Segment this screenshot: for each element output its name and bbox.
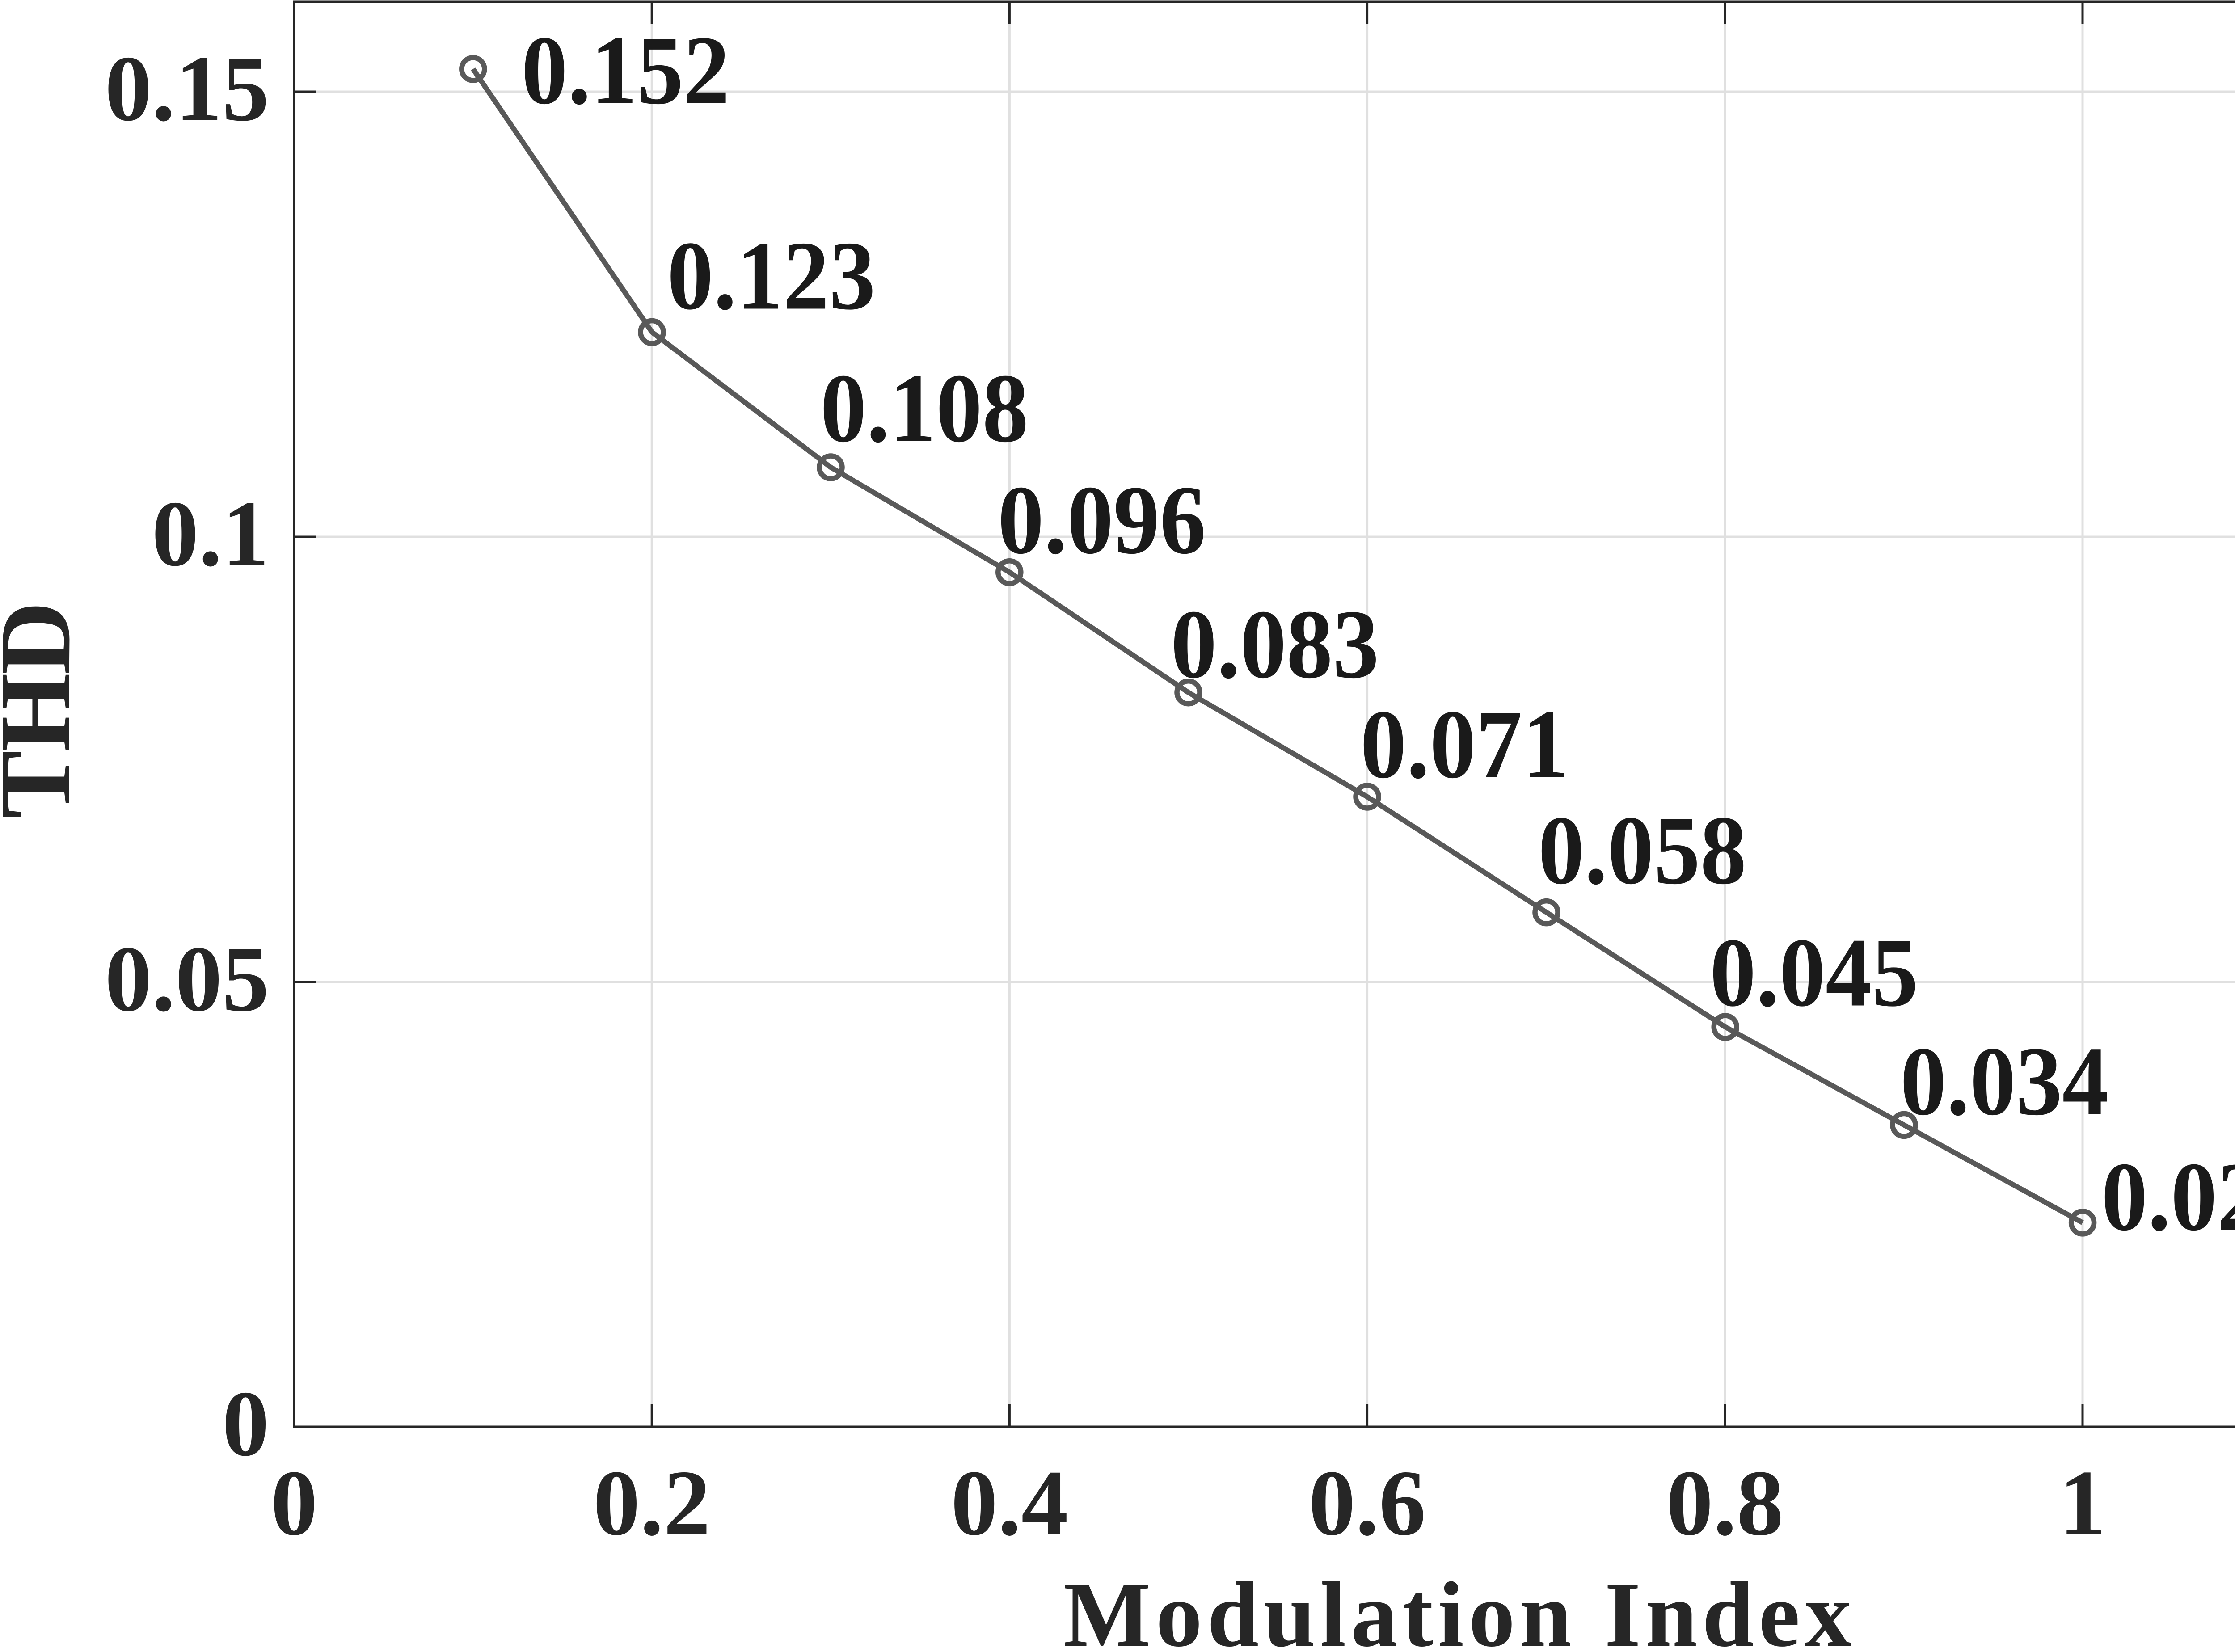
svg-text:1: 1 — [2059, 1451, 2106, 1555]
svg-text:0.1: 0.1 — [152, 482, 270, 586]
svg-text:0: 0 — [222, 1372, 269, 1476]
svg-text:0.152: 0.152 — [522, 16, 730, 125]
svg-text:0.083: 0.083 — [1171, 590, 1379, 699]
svg-text:0.108: 0.108 — [820, 354, 1029, 463]
svg-text:0.123: 0.123 — [667, 221, 876, 330]
svg-text:THD: THD — [0, 602, 92, 818]
svg-text:0: 0 — [271, 1451, 318, 1555]
svg-text:0.6: 0.6 — [1308, 1451, 1426, 1555]
svg-text:0.071: 0.071 — [1360, 690, 1569, 799]
svg-text:0.4: 0.4 — [951, 1451, 1068, 1555]
svg-text:Modulation Index: Modulation Index — [1063, 1563, 1851, 1652]
svg-text:0.05: 0.05 — [105, 927, 270, 1031]
svg-text:0.023: 0.023 — [2101, 1142, 2235, 1251]
svg-text:0.045: 0.045 — [1710, 918, 1918, 1027]
svg-text:0.15: 0.15 — [105, 37, 270, 141]
svg-text:0.034: 0.034 — [1900, 1027, 2108, 1136]
svg-text:0.8: 0.8 — [1666, 1451, 1784, 1555]
svg-text:0.058: 0.058 — [1538, 796, 1746, 905]
svg-text:0.2: 0.2 — [593, 1451, 711, 1555]
svg-text:0.096: 0.096 — [998, 465, 1206, 574]
